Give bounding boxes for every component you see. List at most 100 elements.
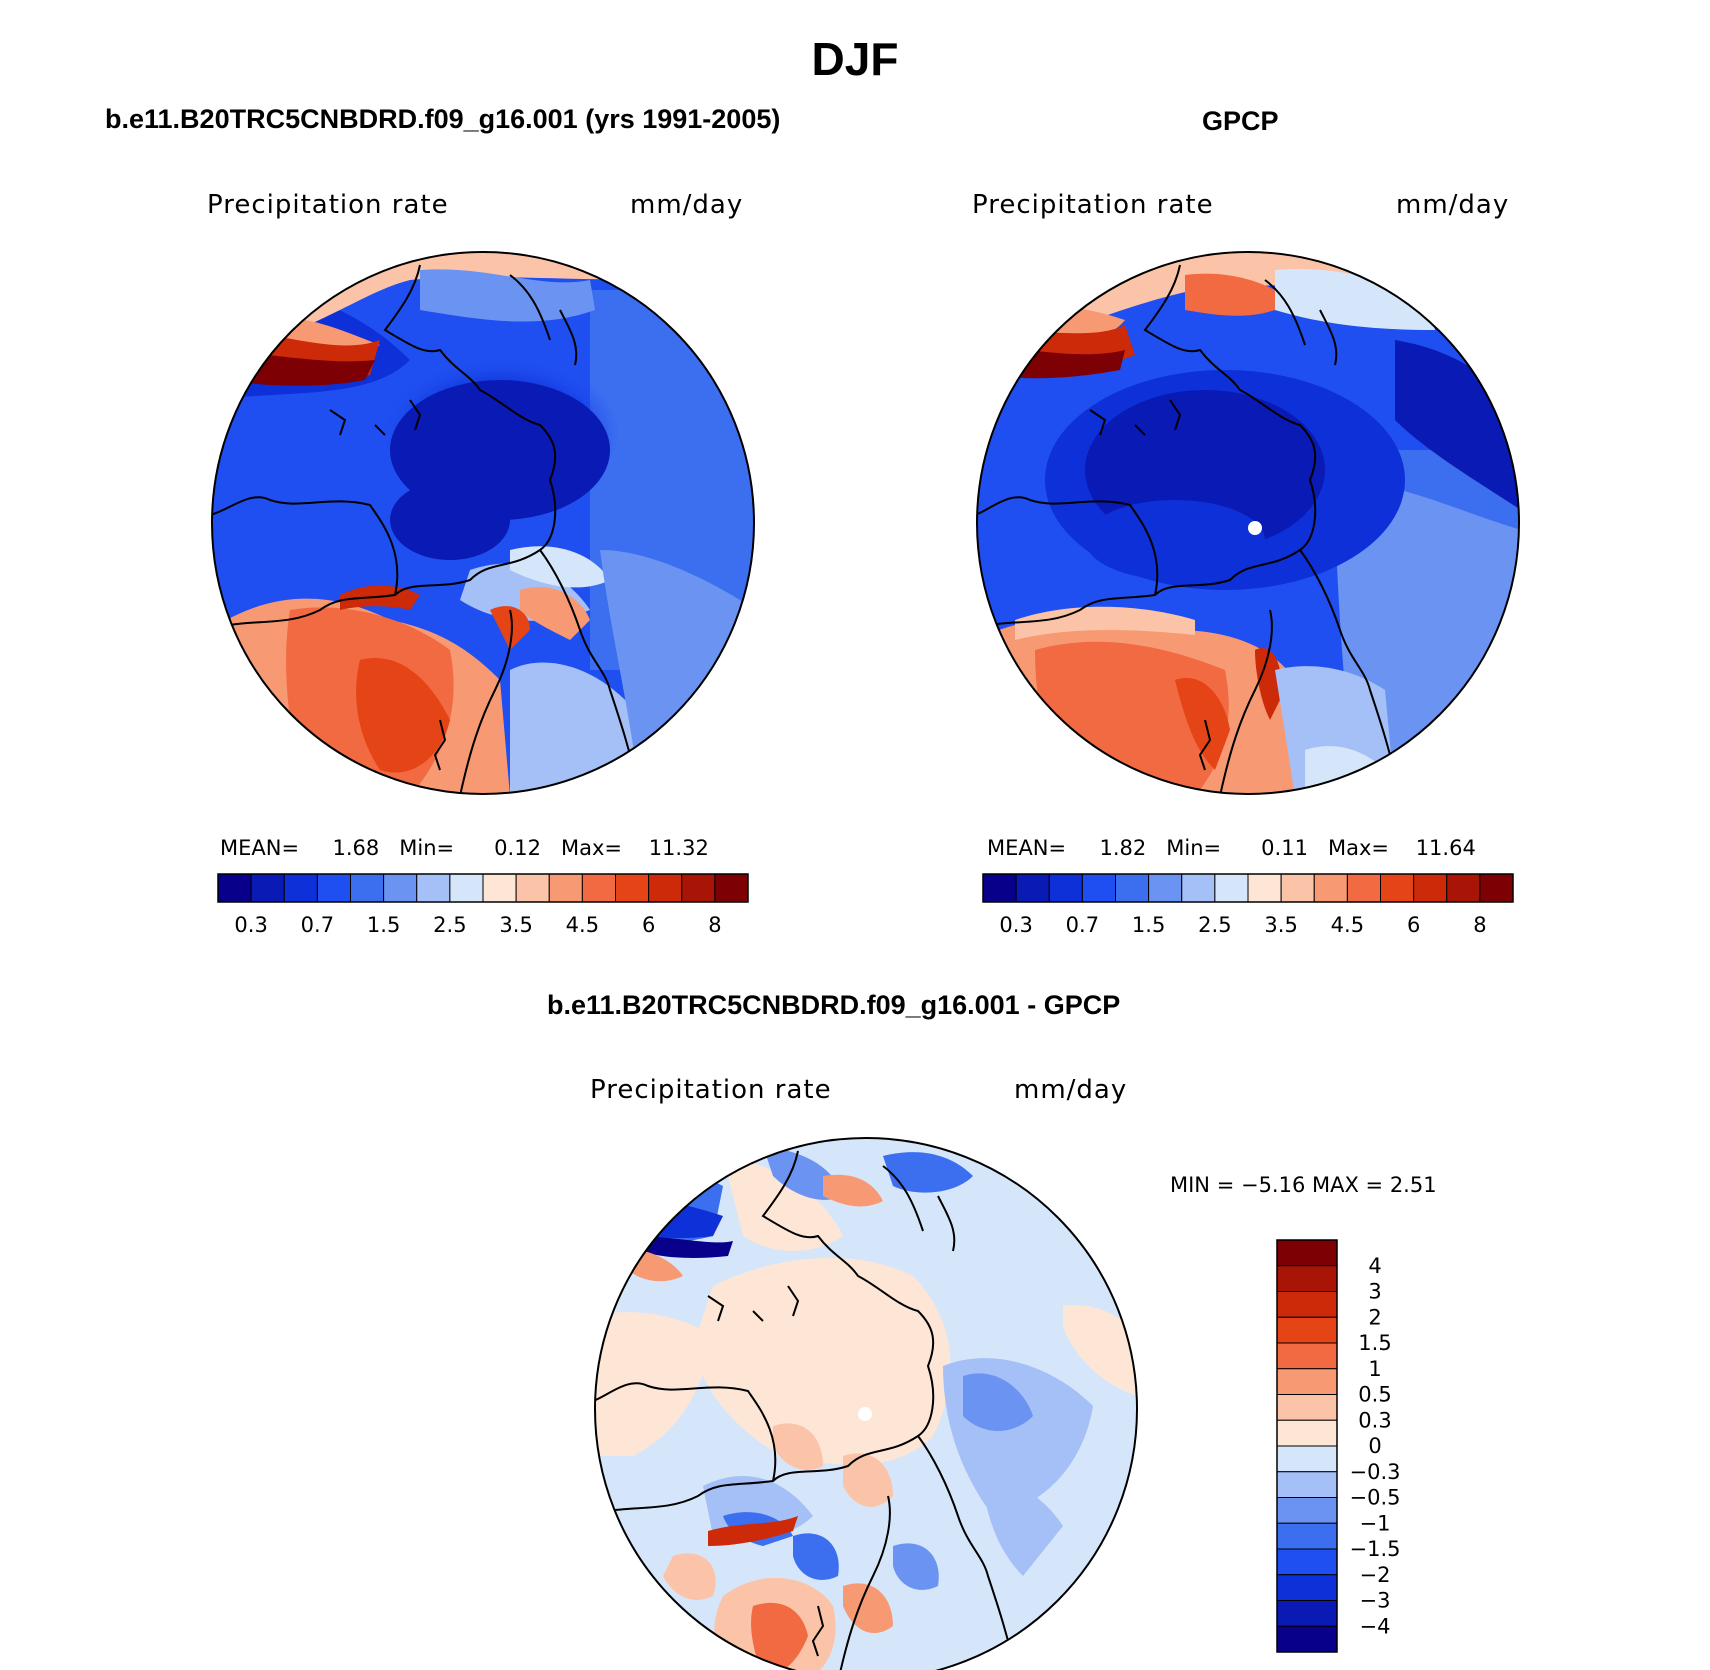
- colorbar-tick-label: 0.7: [301, 913, 334, 937]
- colorbar-swatch: [1148, 873, 1183, 903]
- model-panel-title: b.e11.B20TRC5CNBDRD.f09_g16.001 (yrs 199…: [105, 104, 781, 134]
- model-map-border: [211, 251, 755, 795]
- diff-stats: MIN = −5.16 MAX = 2.51: [1170, 1173, 1437, 1197]
- colorbar-swatch: [1479, 873, 1514, 903]
- model-colorbar: 0.3 0.7 1.5 2.5 3.5 4.5 6 8: [217, 873, 749, 937]
- colorbar-swatch: [581, 873, 616, 903]
- colorbar-swatch: [648, 873, 683, 903]
- colorbar-tick-label: −0.5: [1350, 1486, 1401, 1510]
- colorbar-swatch: [416, 873, 451, 903]
- model-polar-map: [211, 251, 755, 795]
- colorbar-tick-label: 0.5: [1358, 1383, 1391, 1407]
- colorbar-tick-label: 4: [1368, 1254, 1381, 1278]
- colorbar-swatch: [615, 873, 650, 903]
- colorbar-swatch: [1115, 873, 1150, 903]
- colorbar-swatch: [1276, 1471, 1338, 1498]
- model-coastlines: [212, 264, 641, 794]
- colorbar-swatch: [1276, 1600, 1338, 1627]
- colorbar-swatch: [1380, 873, 1415, 903]
- colorbar-tick-label: −4: [1360, 1614, 1391, 1638]
- colorbar-swatch: [1048, 873, 1083, 903]
- colorbar-tick-label: 0.3: [234, 913, 267, 937]
- colorbar-swatch: [449, 873, 484, 903]
- colorbar-swatch: [350, 873, 385, 903]
- diff-pole-gap: [858, 1407, 872, 1421]
- colorbar-tick-label: 0.3: [1358, 1408, 1391, 1432]
- colorbar-swatch: [1276, 1368, 1338, 1395]
- diff-var-label: Precipitation rate: [590, 1075, 832, 1105]
- obs-polar-map: [976, 251, 1520, 795]
- colorbar-swatch: [1413, 873, 1448, 903]
- diff-coastlines: [595, 1150, 1019, 1670]
- colorbar-swatch: [1280, 873, 1315, 903]
- colorbar-swatch: [1446, 873, 1481, 903]
- colorbar-tick-label: −1: [1360, 1511, 1391, 1535]
- obs-units: mm/day: [1396, 190, 1510, 220]
- colorbar-swatch: [1313, 873, 1348, 903]
- colorbar-swatch: [1276, 1342, 1338, 1370]
- colorbar-tick-label: 4.5: [566, 913, 599, 937]
- colorbar-tick-label: 2.5: [433, 913, 466, 937]
- diff-panel-title: b.e11.B20TRC5CNBDRD.f09_g16.001 - GPCP: [547, 990, 1121, 1020]
- colorbar-swatch: [1276, 1419, 1338, 1447]
- colorbar-swatch: [1276, 1497, 1338, 1524]
- model-stats: MEAN= 1.68 Min= 0.12 Max= 11.32: [220, 836, 709, 860]
- colorbar-swatch: [1276, 1625, 1338, 1653]
- colorbar-swatch: [681, 873, 716, 903]
- colorbar-swatch: [548, 873, 583, 903]
- colorbar-tick-label: 0: [1368, 1434, 1381, 1458]
- colorbar-tick-label: 3.5: [1264, 913, 1297, 937]
- obs-pole-gap: [1248, 521, 1262, 535]
- colorbar-tick-label: 0.3: [999, 913, 1032, 937]
- colorbar-swatch: [1015, 873, 1050, 903]
- colorbar-swatch: [1276, 1291, 1338, 1318]
- colorbar-tick-label: 1.5: [1358, 1331, 1391, 1355]
- colorbar-tick-label: 3.5: [499, 913, 532, 937]
- colorbar-swatch: [1276, 1548, 1338, 1576]
- colorbar-tick-label: 2: [1368, 1305, 1381, 1329]
- colorbar-swatch: [1081, 873, 1116, 903]
- figure-title: DJF: [811, 33, 899, 85]
- colorbar-tick-label: 8: [1473, 913, 1486, 937]
- colorbar-swatch: [1276, 1316, 1338, 1344]
- colorbar-tick-label: 8: [708, 913, 721, 937]
- diff-units: mm/day: [1014, 1075, 1128, 1105]
- colorbar-tick-label: 2.5: [1198, 913, 1231, 937]
- colorbar-tick-label: −1.5: [1350, 1537, 1401, 1561]
- colorbar-tick-label: 4.5: [1331, 913, 1364, 937]
- colorbar-swatch: [1276, 1574, 1338, 1601]
- colorbar-tick-label: 0.7: [1066, 913, 1099, 937]
- colorbar-swatch: [1247, 873, 1282, 903]
- colorbar-swatch: [1276, 1394, 1338, 1421]
- colorbar-swatch: [714, 873, 749, 903]
- colorbar-tick-label: 1: [1368, 1357, 1381, 1381]
- colorbar-swatch: [1181, 873, 1216, 903]
- obs-stats: MEAN= 1.82 Min= 0.11 Max= 11.64: [987, 836, 1476, 860]
- obs-panel-title: GPCP: [1202, 106, 1279, 136]
- colorbar-swatch: [1276, 1265, 1338, 1292]
- colorbar-tick-label: −3: [1360, 1589, 1391, 1613]
- colorbar-swatch: [982, 873, 1017, 903]
- diff-map-border: [594, 1137, 1138, 1670]
- obs-colorbar: 0.3 0.7 1.5 2.5 3.5 4.5 6 8: [982, 873, 1514, 937]
- colorbar-tick-label: 6: [642, 913, 655, 937]
- model-units: mm/day: [630, 190, 744, 220]
- colorbar-swatch: [283, 873, 318, 903]
- model-var-label: Precipitation rate: [207, 190, 449, 220]
- colorbar-swatch: [515, 873, 550, 903]
- colorbar-swatch: [1276, 1239, 1338, 1267]
- colorbar-swatch: [383, 873, 418, 903]
- obs-map-border: [976, 251, 1520, 795]
- colorbar-tick-label: 1.5: [367, 913, 400, 937]
- colorbar-swatch: [1346, 873, 1381, 903]
- colorbar-tick-label: 3: [1368, 1280, 1381, 1304]
- obs-coastlines: [977, 264, 1401, 794]
- colorbar-tick-label: 6: [1407, 913, 1420, 937]
- colorbar-swatch: [1214, 873, 1249, 903]
- colorbar-swatch: [316, 873, 351, 903]
- colorbar-swatch: [482, 873, 517, 903]
- colorbar-swatch: [1276, 1445, 1338, 1473]
- colorbar-swatch: [1276, 1522, 1338, 1550]
- colorbar-swatch: [217, 873, 252, 903]
